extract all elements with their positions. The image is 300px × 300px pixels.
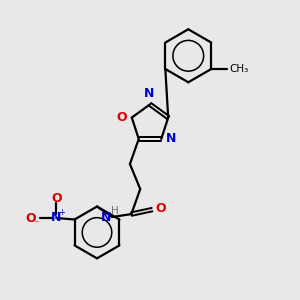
Text: N: N [144, 87, 154, 100]
Text: N: N [166, 133, 176, 146]
Text: O: O [51, 192, 62, 206]
Text: O: O [155, 202, 166, 215]
Text: ⁻: ⁻ [33, 220, 39, 230]
Text: CH₃: CH₃ [230, 64, 249, 74]
Text: O: O [26, 212, 36, 224]
Text: H: H [111, 206, 119, 215]
Text: N: N [51, 211, 62, 224]
Text: N: N [100, 211, 111, 224]
Text: +: + [58, 208, 65, 217]
Text: O: O [117, 111, 128, 124]
